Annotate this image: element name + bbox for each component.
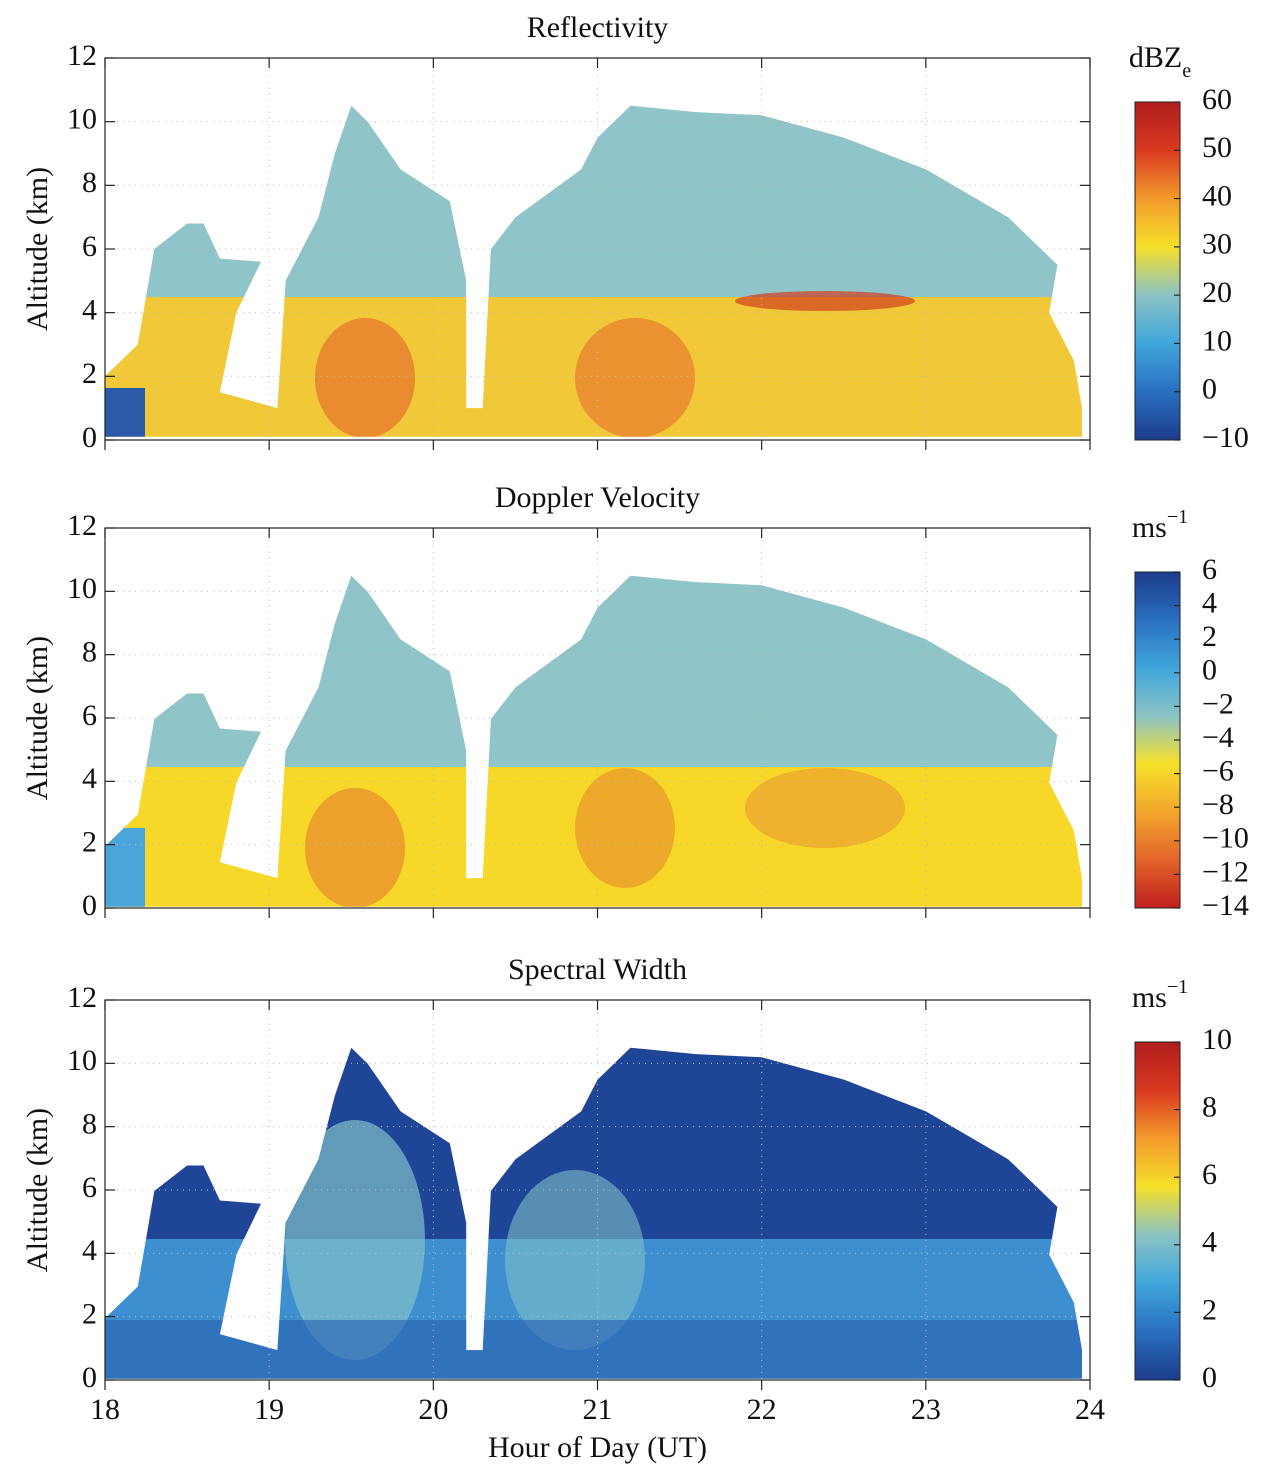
colorbar-tick-label: 6 <box>1202 553 1217 586</box>
y-tick-label: 4 <box>82 1234 97 1267</box>
colorbar-tick-label: 0 <box>1202 373 1217 406</box>
colorbar-label: ms−1 <box>1132 506 1188 544</box>
x-axis-label: Hour of Day (UT) <box>488 1431 707 1464</box>
colorbar-tick-label: 0 <box>1202 654 1217 687</box>
panel-title: Reflectivity <box>527 11 669 44</box>
y-tick-label: 4 <box>82 762 97 795</box>
y-tick-label: 6 <box>82 230 97 263</box>
colorbar <box>1134 101 1181 441</box>
y-tick-label: 8 <box>82 1108 97 1141</box>
x-tick-label: 21 <box>583 1393 613 1426</box>
y-tick-label: 0 <box>82 889 97 922</box>
panel-title: Spectral Width <box>508 953 687 986</box>
y-tick-label: 2 <box>82 826 97 859</box>
x-tick-label: 19 <box>254 1393 284 1426</box>
colorbar-tick-label: 50 <box>1202 131 1232 164</box>
colorbar-tick-label: 10 <box>1202 1023 1232 1056</box>
y-tick-label: 2 <box>82 1298 97 1331</box>
colorbar-tick-label: −6 <box>1202 754 1234 787</box>
colorbar-tick-label: 10 <box>1202 324 1232 357</box>
colorbar-tick-label: 4 <box>1202 1226 1217 1259</box>
colorbar-tick-label: −14 <box>1202 889 1249 922</box>
x-tick-label: 24 <box>1075 1393 1105 1426</box>
colorbar-unit: ms <box>1132 981 1167 1014</box>
colorbar-label: dBZe <box>1129 41 1191 82</box>
colorbar-unit-superscript: −1 <box>1167 976 1188 998</box>
colorbar-tick-label: 4 <box>1202 586 1217 619</box>
y-tick-label: 6 <box>82 699 97 732</box>
panel-title: Doppler Velocity <box>495 481 700 514</box>
y-tick-label: 12 <box>67 39 97 72</box>
axes-frame <box>104 57 1091 441</box>
x-tick-label: 18 <box>90 1393 120 1426</box>
x-tick-label: 23 <box>911 1393 941 1426</box>
colorbar-tick-label: 20 <box>1202 276 1232 309</box>
y-tick-label: 0 <box>82 1361 97 1394</box>
y-tick-label: 8 <box>82 166 97 199</box>
colorbar-unit: ms <box>1132 511 1167 544</box>
colorbar-tick-label: −8 <box>1202 788 1234 821</box>
y-tick-label: 12 <box>67 509 97 542</box>
x-tick-label: 22 <box>747 1393 777 1426</box>
y-tick-label: 10 <box>67 103 97 136</box>
colorbar-tick-label: 6 <box>1202 1158 1217 1191</box>
colorbar-label: ms−1 <box>1132 976 1188 1014</box>
x-tick-label: 20 <box>418 1393 448 1426</box>
colorbar-unit-subscript: e <box>1182 60 1191 82</box>
axes-frame <box>104 527 1091 909</box>
colorbar-tick-label: 2 <box>1202 1293 1217 1326</box>
colorbar-tick-label: 40 <box>1202 179 1232 212</box>
colorbar-tick-label: 30 <box>1202 228 1232 261</box>
axes-frame <box>104 999 1091 1381</box>
colorbar-tick-label: 0 <box>1202 1361 1217 1394</box>
colorbar-tick-label: 2 <box>1202 620 1217 653</box>
y-tick-label: 0 <box>82 421 97 454</box>
y-axis-label: Altitude (km) <box>21 636 54 800</box>
colorbar-tick-label: −10 <box>1202 822 1249 855</box>
y-tick-label: 6 <box>82 1171 97 1204</box>
y-tick-label: 12 <box>67 981 97 1014</box>
y-tick-label: 10 <box>67 572 97 605</box>
colorbar-tick-label: −4 <box>1202 721 1234 754</box>
colorbar <box>1134 571 1181 909</box>
y-tick-label: 8 <box>82 636 97 669</box>
colorbar-tick-label: −12 <box>1202 855 1249 888</box>
y-tick-label: 2 <box>82 357 97 390</box>
y-axis-label: Altitude (km) <box>21 1108 54 1272</box>
colorbar-tick-label: 60 <box>1202 83 1232 116</box>
colorbar-unit: dBZ <box>1129 41 1182 74</box>
colorbar <box>1134 1041 1181 1381</box>
y-tick-label: 10 <box>67 1044 97 1077</box>
colorbar-tick-label: −10 <box>1202 421 1249 454</box>
y-axis-label: Altitude (km) <box>21 167 54 331</box>
colorbar-unit-superscript: −1 <box>1167 506 1188 528</box>
colorbar-tick-label: 8 <box>1202 1090 1217 1123</box>
y-tick-label: 4 <box>82 294 97 327</box>
colorbar-tick-label: −2 <box>1202 687 1234 720</box>
